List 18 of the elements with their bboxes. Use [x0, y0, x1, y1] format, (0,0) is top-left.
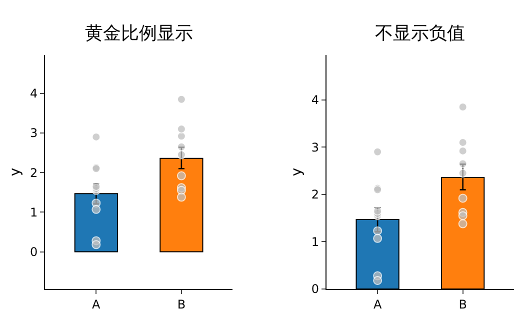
x-tick-label: B: [177, 297, 186, 312]
y-tick-label: 1: [30, 205, 38, 220]
y-tick-label: 2: [311, 188, 319, 202]
x-tick-label: A: [92, 297, 102, 312]
x-tick-label: A: [373, 297, 382, 312]
y-tick-label: 3: [30, 126, 38, 140]
y-tick-label: 4: [311, 93, 319, 108]
y-tick-label: 2: [30, 166, 38, 180]
y-axis-title: y: [288, 168, 305, 176]
y-axis-title: y: [8, 168, 24, 176]
y-tick-label: 0: [311, 282, 319, 296]
y-tick-label: 1: [311, 234, 319, 249]
chart-title: 不显示负值: [375, 23, 465, 44]
x-tick-label: B: [458, 297, 467, 312]
y-tick-label: 4: [30, 86, 38, 101]
y-tick-label: 3: [311, 140, 319, 154]
y-tick-label: 0: [30, 244, 38, 259]
chart-title: 黄金比例显示: [85, 23, 193, 44]
